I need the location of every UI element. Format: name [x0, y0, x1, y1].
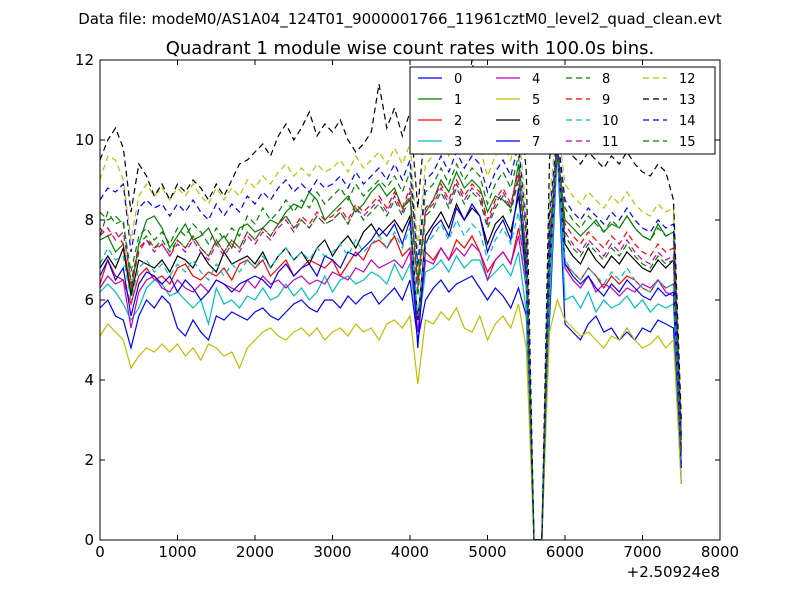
y-tick-label: 4 [84, 371, 94, 389]
x-offset-label: +2.50924e8 [627, 563, 720, 581]
chart-title: Quadrant 1 module wise count rates with … [166, 38, 655, 59]
legend-label-7: 7 [532, 135, 540, 150]
y-tick-label: 6 [84, 291, 94, 309]
series-line-13 [100, 60, 682, 540]
x-tick-label: 4000 [391, 543, 429, 561]
series-line-0 [100, 147, 682, 540]
legend-label-4: 4 [532, 72, 540, 87]
legend-frame [409, 66, 716, 155]
legend-label-3: 3 [454, 135, 462, 150]
x-axis: 0 1000 2000 3000 4000 5000 6000 7000 8000 [95, 60, 739, 561]
series-line-4 [100, 147, 682, 540]
legend-label-14: 14 [679, 114, 696, 129]
y-tick-label: 2 [84, 451, 94, 469]
y-tick-label: 8 [84, 211, 94, 229]
series-line-7 [100, 147, 682, 540]
series-layer [100, 60, 682, 540]
series-line-8 [100, 139, 682, 540]
x-tick-label: 8000 [701, 543, 739, 561]
legend-label-5: 5 [532, 93, 540, 108]
legend-label-10: 10 [602, 114, 619, 129]
legend-label-6: 6 [532, 114, 540, 129]
x-tick-label: 5000 [468, 543, 506, 561]
legend-label-13: 13 [679, 93, 696, 108]
y-tick-label: 10 [75, 131, 94, 149]
legend-label-15: 15 [679, 135, 696, 150]
legend-label-0: 0 [454, 72, 462, 87]
legend-label-11: 11 [602, 135, 619, 150]
series-line-6 [100, 139, 682, 540]
series-line-12 [100, 119, 682, 540]
series-line-14 [100, 131, 682, 540]
x-tick-label: 7000 [623, 543, 661, 561]
series-line-10 [100, 147, 682, 540]
y-tick-label: 0 [84, 531, 94, 549]
x-tick-label: 2000 [236, 543, 274, 561]
y-tick-label: 12 [75, 51, 94, 69]
x-tick-label: 3000 [313, 543, 351, 561]
x-tick-label: 6000 [546, 543, 584, 561]
file-label: Data file: modeM0/AS1A04_124T01_90000017… [78, 10, 722, 29]
legend-label-2: 2 [454, 114, 462, 129]
legend-label-9: 9 [602, 93, 610, 108]
series-line-3 [100, 147, 682, 540]
series-line-15 [100, 147, 682, 540]
legend-label-1: 1 [454, 93, 462, 108]
x-tick-label: 1000 [158, 543, 196, 561]
legend-label-8: 8 [602, 72, 610, 87]
series-line-5 [100, 297, 682, 540]
legend-label-12: 12 [679, 72, 696, 87]
series-line-1 [100, 147, 682, 540]
x-tick-label: 0 [95, 543, 105, 561]
series-line-11 [100, 147, 682, 540]
